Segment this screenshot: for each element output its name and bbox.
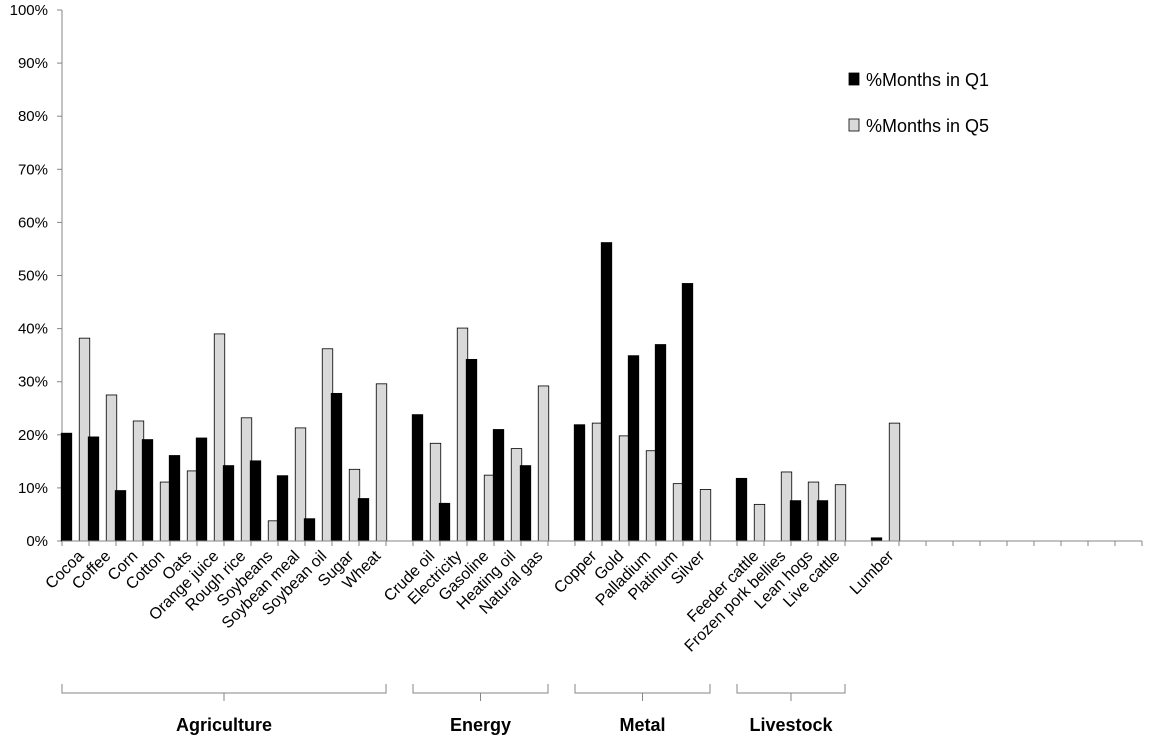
group-label: Agriculture: [176, 715, 272, 735]
group-label: Livestock: [749, 715, 833, 735]
bar-q1: [195, 437, 208, 542]
bar-q1: [519, 465, 532, 542]
legend-label: %Months in Q1: [866, 70, 989, 90]
bar-q5: [753, 503, 766, 542]
bar-q1: [357, 498, 370, 542]
bar-q1: [492, 429, 505, 542]
group-label: Metal: [619, 715, 665, 735]
bar-q1: [438, 502, 451, 542]
bar-q1: [168, 455, 181, 542]
bar-q1: [600, 242, 613, 542]
bar-q1: [411, 414, 424, 542]
category-label: Lumber: [847, 547, 898, 598]
bar-q1: [573, 424, 586, 542]
y-tick-label: 20%: [18, 427, 48, 444]
group-label: Energy: [450, 715, 511, 735]
y-axis: 0% 10% 20% 30% 40% 50% 60% 70% 80% 90% 100%: [10, 2, 63, 550]
bar-q1: [303, 518, 316, 542]
y-tick-label: 70%: [18, 161, 48, 178]
group-bracket: [574, 684, 711, 701]
legend-swatch-q5: [848, 118, 860, 132]
legend-swatch-q1: [848, 72, 860, 86]
bar-q1: [654, 344, 667, 542]
group-bracket: [736, 684, 846, 701]
y-tick-label: 100%: [10, 2, 48, 19]
group-bracket: [61, 684, 387, 701]
bars: [60, 242, 901, 542]
bar-q1: [114, 490, 127, 542]
group-brackets: Agriculture Energy Metal Livestock: [61, 684, 846, 735]
bar-q1: [276, 475, 289, 542]
y-tick-label: 0%: [26, 533, 48, 550]
y-tick-label: 50%: [18, 268, 48, 285]
bar-q1: [735, 477, 748, 542]
bar-q1: [465, 358, 478, 542]
bar-q5: [699, 489, 712, 542]
bar-q1: [87, 436, 100, 542]
bar-q5: [375, 383, 388, 542]
legend-label: %Months in Q5: [866, 116, 989, 136]
group-bracket: [412, 684, 549, 701]
y-tick-label: 40%: [18, 321, 48, 338]
bar-q1: [222, 465, 235, 542]
bar-q1: [789, 500, 802, 542]
bar-q5: [537, 385, 550, 542]
bar-q5: [888, 422, 901, 542]
bar-q1: [60, 432, 73, 542]
y-tick-label: 80%: [18, 108, 48, 125]
bar-q1: [330, 392, 343, 542]
y-tick-label: 90%: [18, 55, 48, 72]
bar-q5: [834, 484, 847, 542]
bar-q1: [249, 460, 262, 542]
legend: %Months in Q1 %Months in Q5: [848, 70, 989, 136]
y-tick-label: 10%: [18, 480, 48, 497]
y-tick-label: 60%: [18, 214, 48, 231]
y-tick-label: 30%: [18, 374, 48, 391]
bar-q1: [681, 283, 694, 542]
bar-q1: [141, 439, 154, 542]
x-axis: [61, 540, 1143, 546]
bar-q1: [627, 355, 640, 542]
bar-q1: [816, 500, 829, 542]
